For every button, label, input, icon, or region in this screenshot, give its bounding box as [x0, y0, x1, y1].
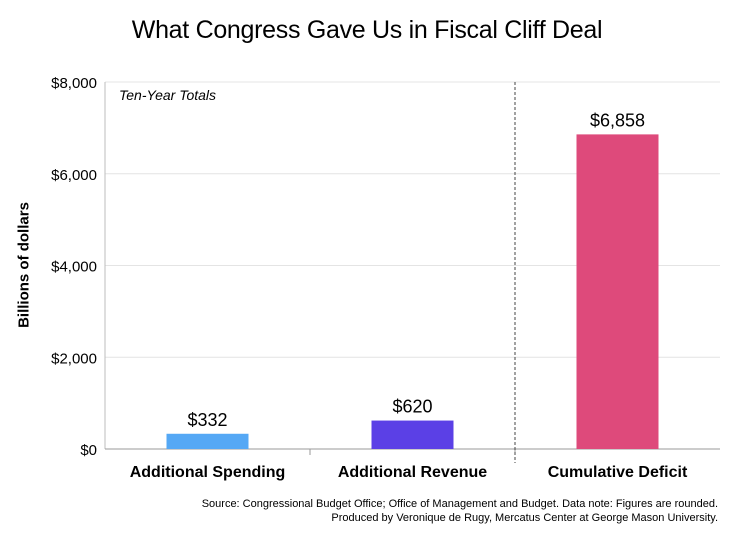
bar-cumulative-deficit	[576, 134, 659, 449]
bar-additional-spending	[166, 433, 249, 449]
y-tick-label: $8,000	[51, 75, 97, 92]
x-tick-label: Additional Revenue	[338, 464, 487, 481]
chart-title: What Congress Gave Us in Fiscal Cliff De…	[131, 16, 603, 44]
x-tick-label: Cumulative Deficit	[548, 464, 688, 481]
y-tick-label: $0	[80, 442, 97, 459]
data-label: $6,858	[590, 110, 645, 130]
source-line-2: Produced by Veronique de Rugy, Mercatus …	[331, 512, 718, 524]
chart-subtitle: Ten-Year Totals	[119, 87, 216, 103]
data-label: $332	[187, 410, 227, 430]
y-tick-label: $2,000	[51, 350, 97, 367]
source-line-1: Source: Congressional Budget Office; Off…	[201, 498, 718, 510]
source-note: Source: Congressional Budget Office; Off…	[202, 497, 718, 525]
bar-additional-revenue	[371, 420, 454, 449]
y-tick-label: $4,000	[51, 259, 97, 276]
x-tick-label: Additional Spending	[130, 464, 286, 481]
y-tick-label: $6,000	[51, 167, 97, 184]
data-label: $620	[392, 397, 432, 417]
